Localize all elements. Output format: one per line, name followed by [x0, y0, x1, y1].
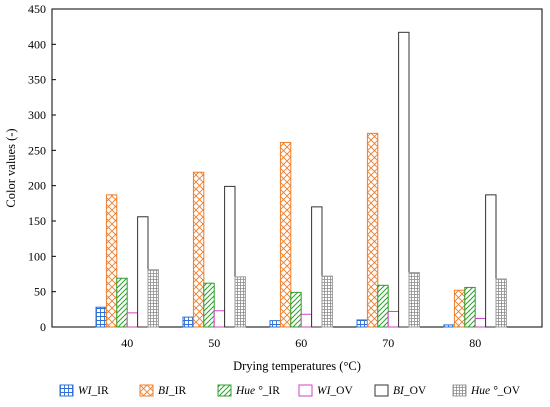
- legend-swatch: [298, 384, 313, 397]
- bar: [485, 194, 497, 328]
- legend-label: Hue °_OV: [470, 385, 521, 397]
- x-tick-label: 70: [382, 336, 394, 350]
- y-tick-label: 50: [34, 285, 46, 299]
- bar: [203, 282, 215, 328]
- legend-label: WI_IR: [78, 385, 109, 397]
- y-tick-label: 300: [28, 108, 46, 122]
- bar: [116, 277, 128, 328]
- legend-swatch: [374, 384, 389, 397]
- bar: [269, 320, 281, 328]
- bar: [192, 171, 205, 328]
- bar: [453, 289, 466, 328]
- bar: [126, 312, 139, 328]
- bar: [377, 284, 389, 328]
- bar: [182, 316, 194, 328]
- x-axis-title: Drying temperatures (°C): [233, 359, 361, 373]
- bar: [95, 306, 107, 328]
- bar: [474, 318, 487, 328]
- y-axis: 0 50 100 150 200 250 300 350 400 450: [28, 2, 56, 334]
- bar: [443, 324, 455, 328]
- bars: [95, 31, 507, 328]
- y-tick-label: 100: [28, 249, 46, 263]
- bar: [300, 313, 313, 328]
- bar: [398, 31, 410, 328]
- legend-label: Hue °_IR: [235, 385, 280, 397]
- legend-swatch: [139, 384, 154, 397]
- y-tick-label: 0: [40, 320, 46, 334]
- bar: [366, 132, 379, 328]
- legend-label: WI_OV: [317, 385, 353, 397]
- y-tick-label: 250: [28, 143, 46, 157]
- bar: [408, 272, 420, 328]
- plot-area: [51, 8, 543, 328]
- bar: [464, 286, 476, 328]
- y-tick-label: 400: [28, 37, 46, 51]
- legend-swatch: [59, 384, 74, 397]
- legend-label: BI_OV: [393, 385, 427, 397]
- x-tick-label: 60: [295, 336, 307, 350]
- bar: [290, 291, 302, 328]
- legend-swatch: [217, 384, 232, 397]
- bar: [311, 206, 323, 328]
- x-tick-label: 50: [208, 336, 220, 350]
- bar: [105, 194, 118, 328]
- bar: [279, 142, 292, 328]
- bar: [147, 269, 159, 328]
- bar: [224, 185, 236, 328]
- y-tick-label: 200: [28, 179, 46, 193]
- bar: [495, 278, 507, 328]
- bar: [321, 275, 333, 328]
- bar: [234, 276, 246, 328]
- bar: [387, 310, 400, 328]
- legend-label: BI_IR: [158, 385, 186, 397]
- legend-swatch: [452, 384, 467, 397]
- bar: [356, 319, 368, 328]
- x-tick-label: 80: [469, 336, 481, 350]
- y-axis-title: Color values (-): [4, 128, 18, 207]
- legend: WI_IR BI_IR Hue °_IR WI_OV BI_OV Hue °_OV: [59, 384, 521, 397]
- bar: [137, 216, 149, 328]
- y-tick-label: 450: [28, 2, 46, 16]
- y-tick-label: 150: [28, 214, 46, 228]
- bar: [213, 310, 226, 328]
- x-tick-label: 40: [121, 336, 133, 350]
- y-tick-label: 350: [28, 73, 46, 87]
